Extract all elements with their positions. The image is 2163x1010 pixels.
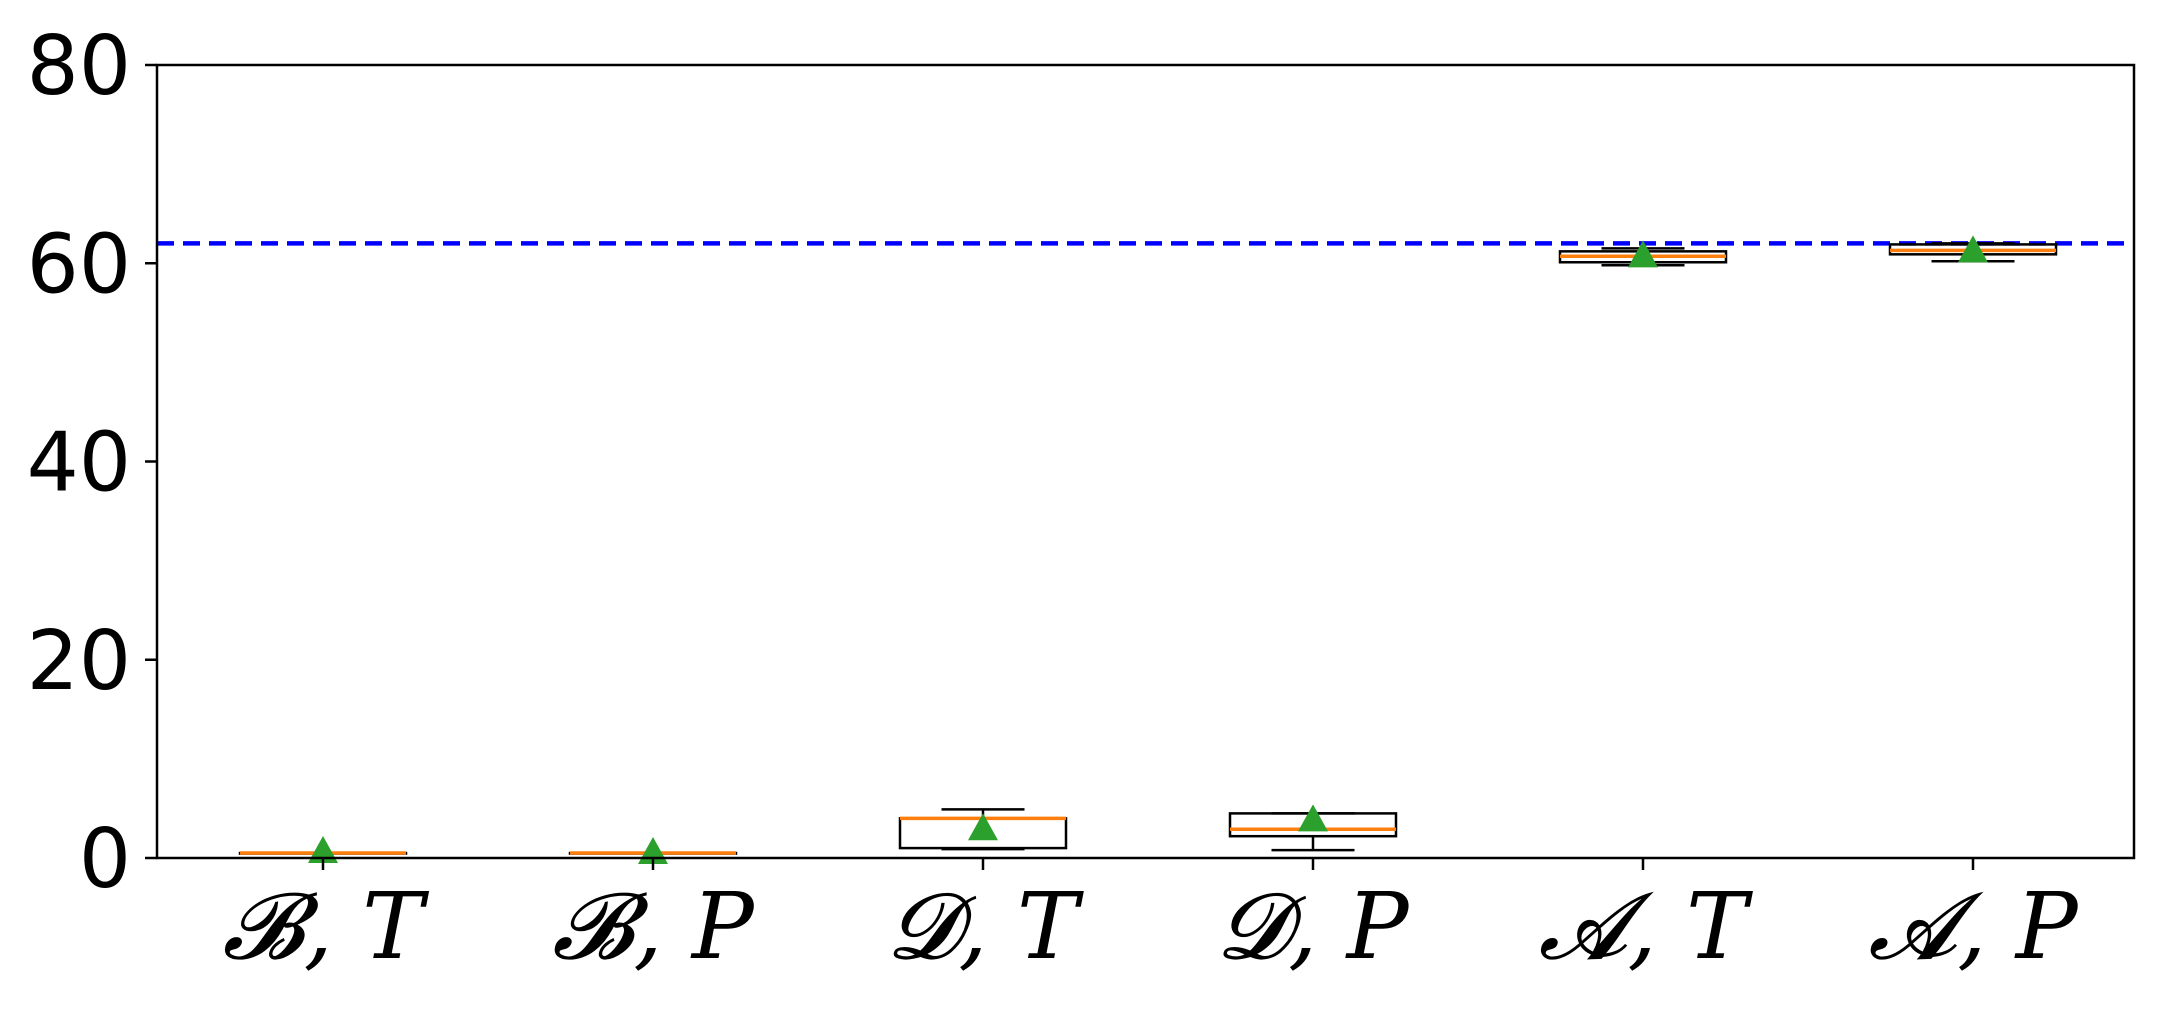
x-tick-label: 𝓐, P [1868, 873, 2079, 980]
mean-marker [308, 836, 338, 864]
plot-area-frame [155, 63, 2136, 860]
x-tick-label: 𝓓, P [1218, 873, 1411, 980]
mean-marker [1298, 804, 1328, 832]
y-tick-label: 20 [27, 614, 131, 709]
box-3 [898, 808, 1068, 851]
box-6 [1888, 235, 2058, 263]
x-tick-label: 𝓑, P [552, 873, 756, 980]
y-tick-label: 60 [27, 217, 131, 312]
mean-marker [968, 813, 998, 841]
y-tick-label: 0 [79, 812, 131, 907]
x-tick-label: 𝓐, T [1539, 873, 1753, 980]
y-tick-label: 80 [27, 19, 131, 114]
box-5 [1558, 240, 1728, 268]
mean-marker [1958, 235, 1988, 263]
box-4 [1228, 804, 1398, 852]
x-tick-label: 𝓑, T [223, 873, 430, 980]
box-1 [238, 836, 408, 864]
y-tick-label: 40 [27, 416, 131, 511]
x-tick-label: 𝓓, T [888, 873, 1084, 980]
mean-marker [1628, 240, 1658, 268]
